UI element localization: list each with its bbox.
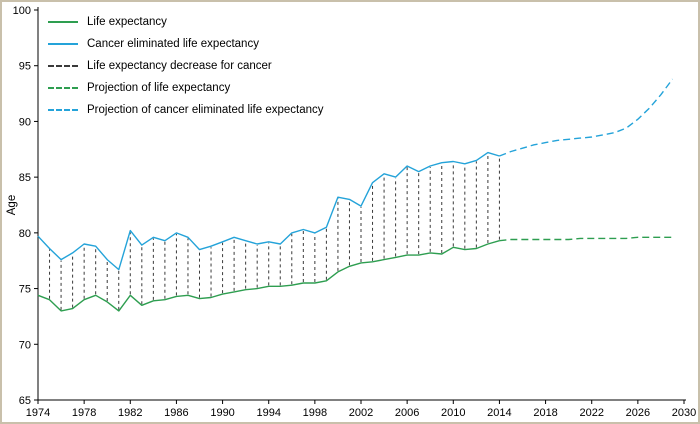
cancer-eliminated-life-expectancy-line [37, 151, 500, 271]
chart-legend: Life expectancy Cancer eliminated life e… [48, 15, 324, 125]
life-expectancy-line [37, 240, 500, 312]
y-tick-label: 90 [19, 116, 31, 128]
x-tick-label: 2018 [533, 407, 557, 419]
y-axis-label: Age [6, 195, 18, 215]
x-tick-label: 2002 [349, 407, 373, 419]
x-tick-label: 1998 [303, 407, 327, 419]
projection-of-cancer-eliminated-life-expectancy-line [499, 78, 674, 157]
x-tick-label: 1974 [26, 407, 50, 419]
legend-item: Projection of cancer eliminated life exp… [48, 103, 324, 117]
x-tick-label: 1978 [72, 407, 96, 419]
y-tick-label: 85 [19, 172, 31, 184]
x-tick-label: 1994 [256, 407, 280, 419]
y-tick-label: 75 [19, 284, 31, 296]
legend-item-label: Projection of cancer eliminated life exp… [87, 104, 324, 116]
projection-of-life-expectancy-line [499, 236, 673, 242]
legend-line-sample [48, 109, 78, 111]
x-tick-label: 2022 [579, 407, 603, 419]
legend-line-sample [48, 65, 78, 67]
legend-item-label: Life expectancy decrease for cancer [87, 60, 272, 72]
legend-item-label: Cancer eliminated life expectancy [87, 38, 259, 50]
x-tick-label: 2006 [395, 407, 419, 419]
y-tick-label: 100 [13, 5, 31, 17]
y-tick-label: 80 [19, 228, 31, 240]
x-tick-label: 2014 [487, 407, 511, 419]
legend-line-sample [48, 21, 78, 23]
x-tick-label: 1990 [210, 407, 234, 419]
x-tick-label: 1986 [164, 407, 188, 419]
legend-item: Cancer eliminated life expectancy [48, 37, 324, 51]
x-tick-label: 2030 [672, 407, 696, 419]
legend-item: Projection of life expectancy [48, 81, 324, 95]
legend-item-label: Projection of life expectancy [87, 82, 231, 94]
legend-item: Life expectancy [48, 15, 324, 29]
x-tick-label: 2010 [441, 407, 465, 419]
legend-line-sample [48, 87, 78, 89]
legend-line-sample [48, 43, 78, 45]
y-tick-label: 65 [19, 395, 31, 407]
x-tick-label: 2026 [626, 407, 650, 419]
x-tick-label: 1982 [118, 407, 142, 419]
y-tick-label: 95 [19, 61, 31, 73]
y-tick-label: 70 [19, 339, 31, 351]
legend-item: Life expectancy decrease for cancer [48, 59, 324, 73]
legend-item-label: Life expectancy [87, 16, 167, 28]
